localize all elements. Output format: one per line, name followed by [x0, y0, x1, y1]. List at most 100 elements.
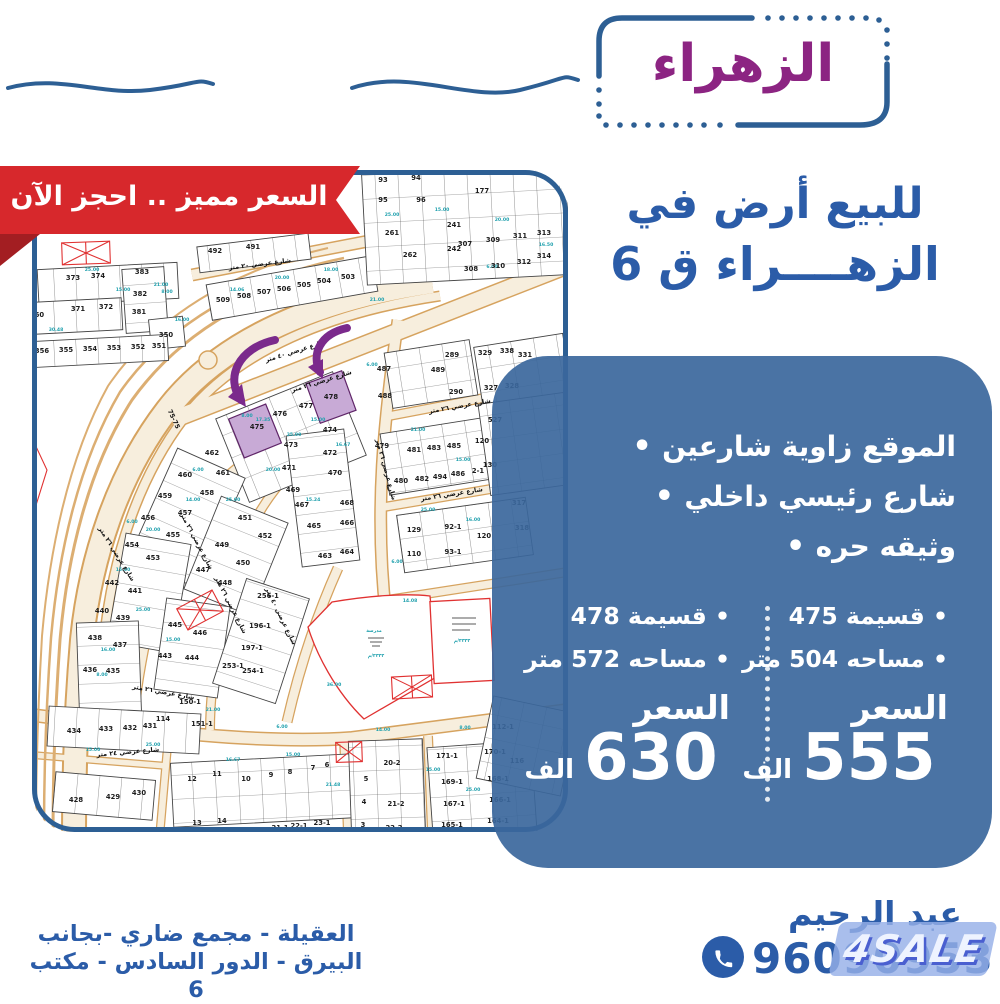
office-address: العقيلة - مجمع ضاري -بجانب البيرق - الدو…	[18, 920, 374, 1004]
plot-number: 438	[88, 634, 102, 642]
plot-number: 478	[324, 393, 338, 401]
plot-number: 307	[458, 240, 472, 248]
price-ribbon: السعر مميز .. احجز الآن	[0, 166, 372, 274]
dimension-label: 15.00	[166, 637, 181, 643]
plot-number: 454	[125, 541, 139, 549]
columns-divider	[765, 606, 770, 802]
plot-number: 430	[132, 789, 146, 797]
dimension-label: 21.00	[206, 707, 221, 713]
dimension-label: 15.00	[311, 417, 326, 423]
headline-line1: للبيع أرض في	[626, 179, 924, 229]
plot-number: 167-1	[443, 800, 465, 808]
plot-number: 486	[451, 470, 465, 478]
plot-number: 2-1	[472, 467, 485, 475]
plot-number: 461	[216, 469, 230, 477]
plot-number: 94	[411, 174, 421, 182]
price-unit: الف	[742, 755, 793, 785]
plot-number: 462	[205, 449, 219, 457]
plot-number: 456	[141, 514, 155, 522]
dimension-label: 15.00	[426, 767, 441, 773]
plot-number: 93-1	[444, 548, 461, 556]
plot-number: 23-1	[313, 819, 330, 827]
plot-number: 428	[69, 796, 83, 804]
dimension-label: 6.00	[366, 362, 377, 368]
plot-number: 436	[83, 666, 97, 674]
dimension-label: 15.00	[116, 567, 131, 573]
plot-number: 381	[132, 308, 146, 316]
plot-number: 508	[237, 292, 251, 300]
plot-number: 151-1	[191, 720, 213, 728]
dimension-label: 14.06	[230, 287, 245, 293]
plot-number: 470	[328, 469, 342, 477]
plot-number: 310	[491, 262, 505, 270]
plot-number: 311	[513, 232, 527, 240]
plot-number: 309	[486, 236, 500, 244]
wave-left	[6, 79, 215, 94]
plot-number: 327	[484, 384, 498, 392]
address-line1: العقيلة - مجمع ضاري -بجانب	[37, 921, 355, 947]
plot-number: 114	[156, 715, 170, 723]
plot-number: 256-1	[257, 592, 279, 600]
plot-number: 21-2	[387, 800, 404, 808]
plot-number: 449	[215, 541, 229, 549]
plot-number: 467	[295, 501, 309, 509]
dimension-label: 8.00	[459, 725, 470, 731]
plot-number: 351	[152, 342, 166, 350]
plot-number: 11	[212, 770, 222, 778]
plot-number: 479	[375, 442, 389, 450]
plot-number: 120	[477, 532, 491, 540]
plot-number: 446	[193, 629, 207, 637]
plot-number: 352	[131, 343, 145, 351]
dimension-label: 15.24	[306, 497, 321, 503]
dimension-label: 20.00	[495, 217, 510, 223]
plot-number: 491	[246, 243, 260, 251]
4sale-watermark: 4SALE	[828, 922, 998, 976]
plot-number: 507	[257, 288, 271, 296]
plot-number: 242	[447, 245, 461, 253]
plot-number: 476	[273, 410, 287, 418]
dimension-label: 14.08	[403, 598, 418, 604]
plot-number: 261	[385, 229, 399, 237]
map-canvas: 25.00 15.00 21.00 30.48 16.00 14.06 20.00 18.00…	[32, 170, 568, 832]
dimension-label: 15.00	[456, 457, 471, 463]
plot-number: 254-1	[242, 667, 264, 675]
watermark-text: 4SALE	[839, 927, 987, 971]
plot-number: 9	[269, 771, 274, 779]
plot-number: 442	[105, 579, 119, 587]
plot-number: 474	[323, 426, 337, 434]
plot-number: 503	[341, 273, 355, 281]
dimension-label: 6.00	[276, 724, 287, 730]
page-title: الزهراء	[651, 34, 835, 94]
plot-number: 92-1	[444, 523, 461, 531]
plot-number: 312	[517, 258, 531, 266]
plot-area-label: مساحه 504 متر	[730, 645, 948, 673]
plot-number: 494	[433, 473, 447, 481]
plot-number: 355	[59, 346, 73, 354]
plot-number: 7	[311, 764, 316, 772]
plot-number: 471	[282, 464, 296, 472]
plot-number: 353	[107, 344, 121, 352]
plot-number: 331	[518, 351, 532, 359]
plot-number: 22-1	[290, 822, 307, 830]
plot-number: 429	[106, 793, 120, 801]
plot-number: 6	[325, 761, 330, 769]
dimension-label: مدرسة	[366, 629, 382, 634]
school-bench-icon	[368, 617, 476, 647]
price-label: السعر	[633, 688, 730, 727]
plot-number: 382	[133, 290, 147, 298]
ribbon-fold	[0, 234, 40, 266]
plot-number: 96	[416, 196, 426, 204]
dimension-label: 16.00	[175, 317, 190, 323]
red-x-markers	[32, 240, 434, 764]
plot-475-highlight	[227, 403, 283, 459]
feature-item: وثيقه حره	[632, 522, 956, 572]
info-panel: الموقع زاوية شارعينشارع رئيسي داخليوثيقه…	[492, 356, 992, 868]
plot-number: 10	[241, 775, 251, 783]
plot-number: 441	[128, 587, 142, 595]
plot-number: 477	[299, 402, 313, 410]
title-box-border	[596, 15, 890, 128]
plot-number: 354	[83, 345, 97, 353]
plot-number: 289	[445, 351, 459, 359]
plot-number: 505	[297, 281, 311, 289]
map-dimension-labels: 25.00 15.00 21.00 30.48 16.00 14.06 20.00 18.00…	[49, 207, 554, 793]
